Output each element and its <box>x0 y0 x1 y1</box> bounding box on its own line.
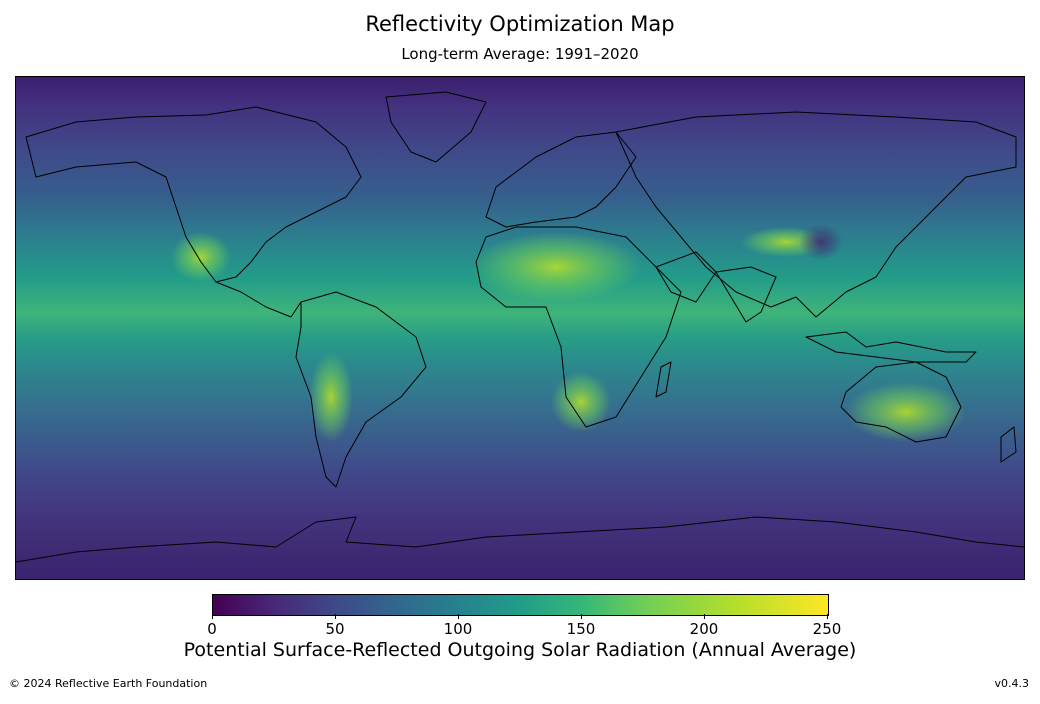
copyright-text: © 2024 Reflective Earth Foundation <box>9 677 208 690</box>
arabia-outline <box>655 251 717 303</box>
colorbar-tick <box>581 614 582 619</box>
map-subtitle: Long-term Average: 1991–2020 <box>401 45 639 63</box>
version-text: v0.4.3 <box>994 677 1030 690</box>
europe-outline <box>485 131 637 228</box>
africa-outline <box>475 226 682 428</box>
colorbar-tick-label: 50 <box>325 620 345 638</box>
north-america-outline <box>25 106 362 283</box>
mexico-highlight <box>171 232 231 282</box>
asia-outline <box>615 111 1017 318</box>
map-title: Reflectivity Optimization Map <box>365 12 675 36</box>
colorbar-tick-label: 150 <box>566 620 596 638</box>
colorbar-tick <box>704 614 705 619</box>
new-zealand-outline <box>1000 426 1017 463</box>
colorbar-tick-label: 250 <box>812 620 842 638</box>
china-dark <box>799 224 843 260</box>
colorbar-tick <box>458 614 459 619</box>
colorbar-label: Potential Surface-Reflected Outgoing Sol… <box>183 639 857 661</box>
map-overlay <box>16 91 1024 563</box>
namibia-highlight <box>551 372 611 432</box>
sahara-highlight <box>471 232 641 302</box>
india-outline <box>715 266 777 323</box>
australia-highlight <box>846 382 966 442</box>
andes-highlight <box>309 352 353 442</box>
greenland-outline <box>385 91 487 163</box>
colorbar-tick-label: 0 <box>207 620 217 638</box>
australia-outline <box>840 361 962 443</box>
south-america-outline <box>295 291 427 488</box>
coastlines <box>16 91 1024 563</box>
colorbar-tick-label: 100 <box>443 620 473 638</box>
colorbar-tick-label: 200 <box>689 620 719 638</box>
madagascar-outline <box>655 361 672 398</box>
world-map[interactable] <box>15 76 1025 580</box>
central-america-outline <box>215 281 302 318</box>
indonesia-outline <box>805 331 977 363</box>
antarctica-outline <box>16 516 1024 563</box>
colorbar-tick <box>335 614 336 619</box>
colorbar <box>212 594 829 616</box>
colorbar-tick <box>827 614 828 619</box>
colorbar-tick <box>212 614 213 619</box>
